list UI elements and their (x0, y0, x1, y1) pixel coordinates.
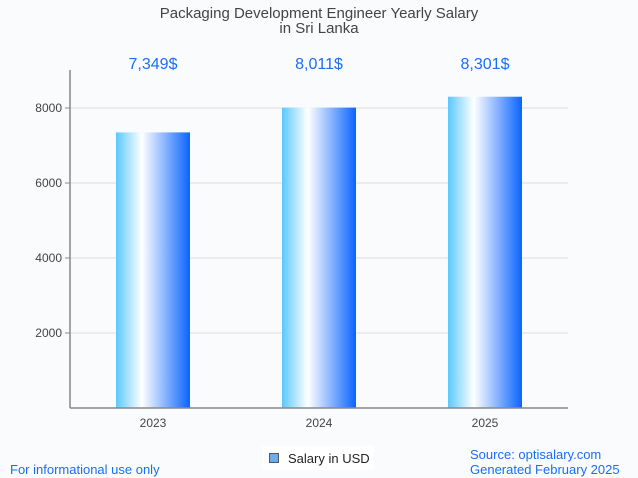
data-label: 8,301$ (461, 56, 510, 73)
x-tick-label: 2024 (306, 416, 333, 430)
chart-title-line-1: Packaging Development Engineer Yearly Sa… (160, 5, 479, 22)
y-tick-label: 4000 (35, 251, 62, 265)
bar-2023[interactable] (116, 132, 190, 408)
y-tick-label: 2000 (35, 326, 62, 340)
bar-2025[interactable] (448, 96, 522, 409)
legend-swatch (269, 453, 279, 463)
legend[interactable]: Salary in USD (262, 446, 374, 470)
chart-title-line-2: in Sri Lanka (279, 20, 359, 37)
generated-date: Generated February 2025 (470, 462, 620, 477)
y-tick-label: 8000 (35, 101, 62, 115)
data-label: 8,011$ (295, 56, 343, 73)
x-tick-label: 2023 (140, 416, 167, 430)
x-tick-label: 2025 (472, 416, 499, 430)
y-tick-label: 6000 (35, 176, 62, 190)
source-text: Source: optisalary.com (470, 447, 602, 462)
bar-2024[interactable] (282, 107, 356, 409)
disclaimer: For informational use only (10, 462, 160, 477)
legend-label: Salary in USD (288, 450, 370, 466)
data-label: 7,349$ (129, 56, 178, 73)
salary-bar-chart: Packaging Development Engineer Yearly Sa… (35, 5, 568, 430)
